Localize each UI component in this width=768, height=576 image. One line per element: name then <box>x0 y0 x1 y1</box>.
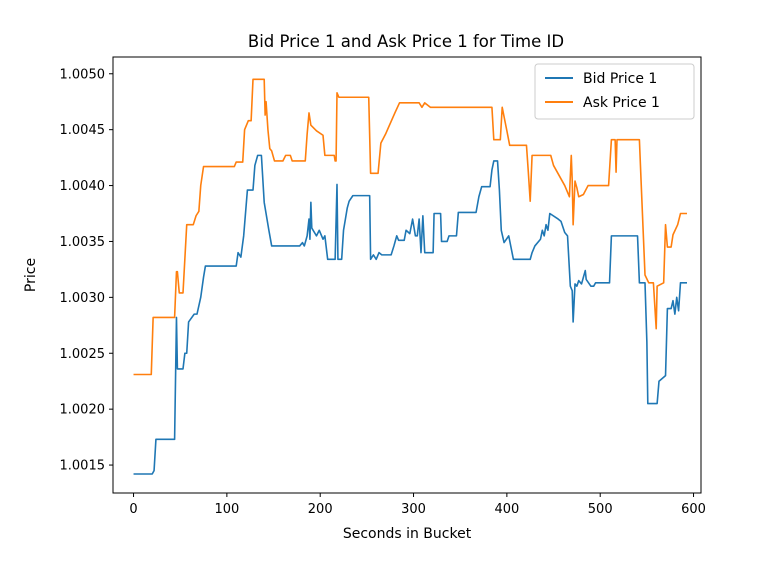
x-tick-label: 300 <box>401 502 426 517</box>
plot-frame <box>112 56 702 494</box>
series-layer <box>133 78 687 475</box>
x-tick-label: 0 <box>129 502 137 517</box>
x-axis-label: Seconds in Bucket <box>343 526 472 542</box>
x-tick-label: 600 <box>681 502 706 517</box>
legend: Bid Price 1 Ask Price 1 <box>534 63 695 120</box>
y-tick-label: 1.0015 <box>60 459 106 474</box>
x-tick-label: 400 <box>494 502 519 517</box>
x-tick-label: 100 <box>214 502 239 517</box>
x-axis: 0 100 200 300 400 500 600 <box>129 493 706 517</box>
plot-area <box>112 56 702 494</box>
y-tick-label: 1.0030 <box>60 291 106 306</box>
x-tick-label: 200 <box>308 502 333 517</box>
y-tick-label: 1.0040 <box>60 179 106 194</box>
legend-frame <box>534 63 695 120</box>
x-tick-label: 500 <box>588 502 613 517</box>
chart-title: Bid Price 1 and Ask Price 1 for Time ID <box>248 32 564 51</box>
series-line-ask-price-1 <box>133 78 687 376</box>
y-tick-label: 1.0035 <box>60 235 106 250</box>
y-tick-label: 1.0045 <box>60 123 106 138</box>
y-tick-label: 1.0050 <box>60 67 106 82</box>
y-axis-label: Price <box>23 258 39 292</box>
legend-label: Bid Price 1 <box>583 71 657 87</box>
legend-label: Ask Price 1 <box>583 95 660 111</box>
series-line-bid-price-1 <box>133 154 687 475</box>
y-tick-label: 1.0020 <box>60 403 106 418</box>
y-axis: 1.0015 1.0020 1.0025 1.0030 1.0035 1.0040 1.00… <box>60 67 113 474</box>
y-tick-label: 1.0025 <box>60 347 106 362</box>
